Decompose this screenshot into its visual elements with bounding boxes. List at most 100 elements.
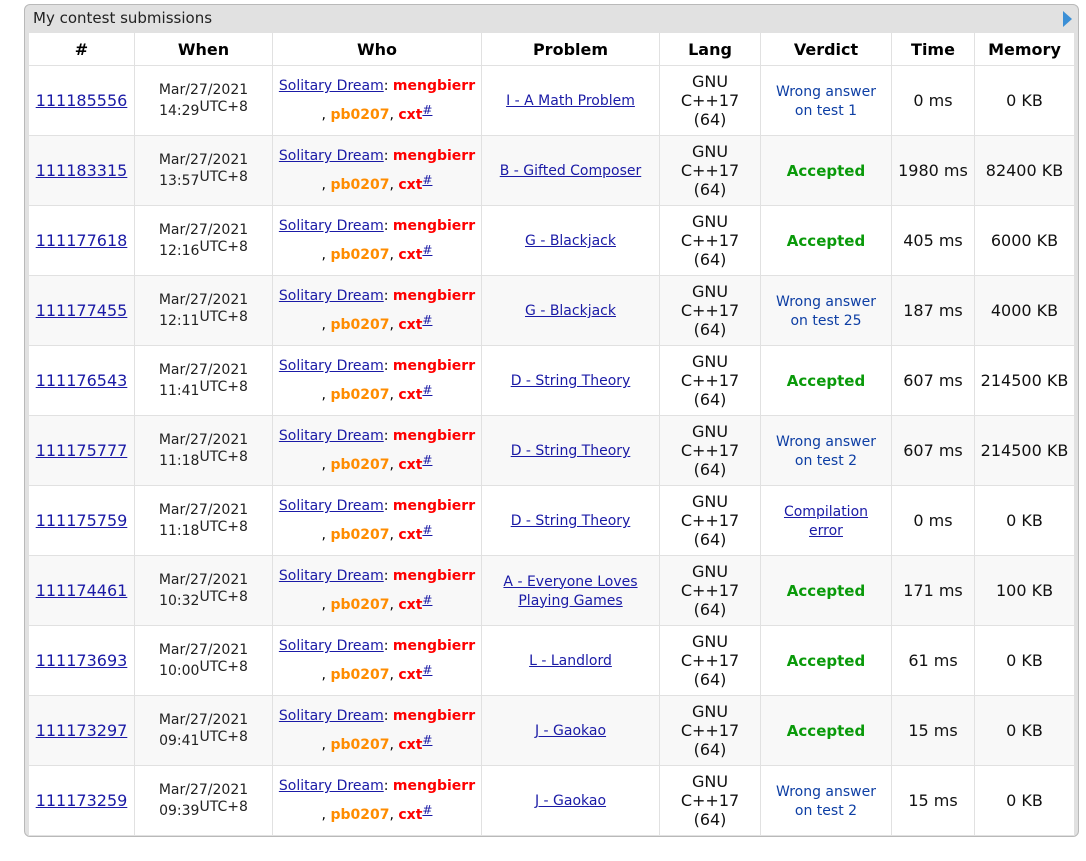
team-hash-link[interactable]: # xyxy=(422,383,433,397)
member-link[interactable]: cxt xyxy=(398,247,423,263)
problem-link[interactable]: G - Blackjack xyxy=(525,233,616,249)
member-link[interactable]: pb0207 xyxy=(330,527,390,543)
problem-link[interactable]: J - Gaokao xyxy=(535,793,606,809)
member-link[interactable]: mengbierr xyxy=(392,148,476,164)
team-hash-link[interactable]: # xyxy=(422,593,433,607)
submission-id-link[interactable]: 111175777 xyxy=(35,441,128,460)
member-link[interactable]: cxt xyxy=(398,527,423,543)
member-link[interactable]: cxt xyxy=(398,177,423,193)
cell-id: 111173259 xyxy=(28,765,135,836)
member-link[interactable]: mengbierr xyxy=(392,568,476,584)
member-link[interactable]: mengbierr xyxy=(392,428,476,444)
problem-link[interactable]: A - Everyone Loves Playing Games xyxy=(503,574,637,609)
submission-id-link[interactable]: 111173693 xyxy=(35,651,128,670)
cell-who: Solitary Dream: mengbierr , pb0207, cxt# xyxy=(272,205,482,276)
member-link[interactable]: mengbierr xyxy=(392,288,476,304)
problem-link[interactable]: B - Gifted Composer xyxy=(500,163,642,179)
member-link[interactable]: pb0207 xyxy=(330,387,390,403)
submission-id-link[interactable]: 111173259 xyxy=(35,791,128,810)
problem-link[interactable]: D - String Theory xyxy=(511,443,631,459)
member-link[interactable]: pb0207 xyxy=(330,737,390,753)
member-link[interactable]: pb0207 xyxy=(330,177,390,193)
verdict-line: Wrong answer xyxy=(775,293,876,310)
cell-id: 111174461 xyxy=(28,555,135,626)
submission-id-link[interactable]: 111175759 xyxy=(35,511,128,530)
cell-id: 111183315 xyxy=(28,135,135,206)
problem-link[interactable]: I - A Math Problem xyxy=(506,93,635,109)
team-hash-link[interactable]: # xyxy=(422,523,433,537)
col-header-problem: Problem xyxy=(481,32,660,66)
problem-link[interactable]: L - Landlord xyxy=(529,653,612,669)
submission-id-link[interactable]: 111177455 xyxy=(35,301,128,320)
team-link[interactable]: Solitary Dream xyxy=(278,708,384,724)
member-link[interactable]: cxt xyxy=(398,387,423,403)
cell-lang: GNU C++17 (64) xyxy=(659,625,761,696)
member-link[interactable]: cxt xyxy=(398,107,423,123)
team-link[interactable]: Solitary Dream xyxy=(278,358,384,374)
member-link[interactable]: mengbierr xyxy=(392,638,476,654)
member-link[interactable]: cxt xyxy=(398,807,423,823)
team-hash-link[interactable]: # xyxy=(422,803,433,817)
cell-memory: 214500 KB xyxy=(974,345,1075,416)
team-hash-link[interactable]: # xyxy=(422,733,433,747)
cell-lang: GNU C++17 (64) xyxy=(659,415,761,486)
cell-who: Solitary Dream: mengbierr , pb0207, cxt# xyxy=(272,135,482,206)
team-hash-link[interactable]: # xyxy=(422,173,433,187)
member-link[interactable]: pb0207 xyxy=(330,247,390,263)
team-link[interactable]: Solitary Dream xyxy=(278,148,384,164)
problem-link[interactable]: D - String Theory xyxy=(511,373,631,389)
collapse-arrow-icon[interactable] xyxy=(1063,11,1072,27)
team-hash-link[interactable]: # xyxy=(422,103,433,117)
member-link[interactable]: mengbierr xyxy=(392,498,476,514)
verdict-wrong-answer: Wrong answer on test 2 xyxy=(776,434,876,469)
separator: : xyxy=(383,498,393,514)
team-link[interactable]: Solitary Dream xyxy=(278,568,384,584)
cell-id: 111176543 xyxy=(28,345,135,416)
member-link[interactable]: mengbierr xyxy=(392,358,476,374)
member-link[interactable]: cxt xyxy=(398,737,423,753)
problem-line: I - A Math Problem xyxy=(506,93,635,109)
cell-problem: G - Blackjack xyxy=(481,275,660,346)
member-link[interactable]: pb0207 xyxy=(330,667,390,683)
team-link[interactable]: Solitary Dream xyxy=(278,288,384,304)
submission-id-link[interactable]: 111174461 xyxy=(35,581,128,600)
member-link[interactable]: mengbierr xyxy=(392,778,476,794)
submission-id-link[interactable]: 111177618 xyxy=(35,231,128,250)
team-link[interactable]: Solitary Dream xyxy=(278,218,384,234)
member-link[interactable]: mengbierr xyxy=(392,218,476,234)
verdict-compilation-error-link[interactable]: Compilation error xyxy=(784,504,868,539)
cell-verdict: Accepted xyxy=(760,625,892,696)
submission-id-link[interactable]: 111185556 xyxy=(35,91,128,110)
team-link[interactable]: Solitary Dream xyxy=(278,498,384,514)
member-link[interactable]: cxt xyxy=(398,457,423,473)
team-hash-link[interactable]: # xyxy=(422,243,433,257)
team-link[interactable]: Solitary Dream xyxy=(278,638,384,654)
team-link[interactable]: Solitary Dream xyxy=(278,78,384,94)
submission-id-link[interactable]: 111173297 xyxy=(35,721,128,740)
cell-when: Mar/27/2021 13:57UTC+8 xyxy=(134,135,273,206)
team-hash-link[interactable]: # xyxy=(422,313,433,327)
table-row: 111173297 Mar/27/2021 09:41UTC+8 Solitar… xyxy=(28,695,1075,766)
problem-link[interactable]: J - Gaokao xyxy=(535,723,606,739)
team-hash-link[interactable]: # xyxy=(422,663,433,677)
member-link[interactable]: mengbierr xyxy=(392,708,476,724)
member-link[interactable]: pb0207 xyxy=(330,807,390,823)
member-link[interactable]: cxt xyxy=(398,667,423,683)
member-link[interactable]: cxt xyxy=(398,597,423,613)
team-hash-link[interactable]: # xyxy=(422,453,433,467)
verdict-line: on test 1 xyxy=(794,102,858,119)
member-link[interactable]: mengbierr xyxy=(392,78,476,94)
member-link[interactable]: pb0207 xyxy=(330,597,390,613)
team-link[interactable]: Solitary Dream xyxy=(278,778,384,794)
member-link[interactable]: pb0207 xyxy=(330,107,390,123)
member-link[interactable]: cxt xyxy=(398,317,423,333)
table-row: 111185556 Mar/27/2021 14:29UTC+8 Solitar… xyxy=(28,65,1075,136)
member-link[interactable]: pb0207 xyxy=(330,457,390,473)
submission-id-link[interactable]: 111176543 xyxy=(35,371,128,390)
team-link[interactable]: Solitary Dream xyxy=(278,428,384,444)
problem-link[interactable]: D - String Theory xyxy=(511,513,631,529)
problem-link[interactable]: G - Blackjack xyxy=(525,303,616,319)
member-link[interactable]: pb0207 xyxy=(330,317,390,333)
verdict-wrong-answer: Wrong answer on test 1 xyxy=(776,84,876,119)
submission-id-link[interactable]: 111183315 xyxy=(35,161,128,180)
